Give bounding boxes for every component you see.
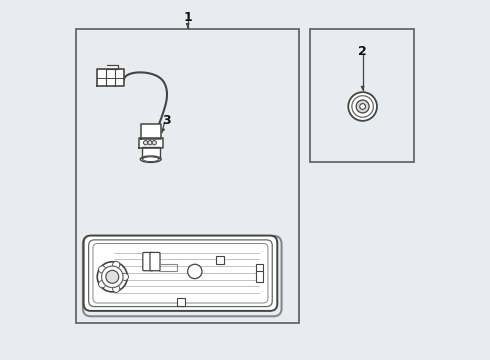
Circle shape [188, 264, 202, 279]
Ellipse shape [143, 157, 159, 162]
Bar [256, 271, 263, 282]
Polygon shape [97, 69, 124, 86]
Circle shape [348, 92, 377, 121]
Text: 1: 1 [183, 11, 192, 24]
Circle shape [98, 280, 106, 288]
FancyBboxPatch shape [83, 236, 282, 316]
Circle shape [360, 104, 366, 109]
Circle shape [122, 273, 128, 280]
Circle shape [101, 266, 123, 288]
Circle shape [356, 100, 369, 113]
Bar [216, 256, 224, 264]
Circle shape [352, 96, 373, 117]
Bar [76, 30, 299, 323]
Circle shape [152, 140, 156, 145]
Polygon shape [141, 125, 161, 139]
Circle shape [148, 140, 152, 145]
Circle shape [106, 270, 119, 283]
Text: 3: 3 [162, 114, 171, 127]
Polygon shape [107, 65, 118, 69]
Circle shape [97, 262, 127, 292]
Polygon shape [139, 138, 163, 148]
Text: 2: 2 [358, 45, 367, 58]
Bar [310, 30, 414, 162]
Circle shape [98, 266, 106, 273]
FancyBboxPatch shape [84, 235, 277, 311]
FancyBboxPatch shape [143, 252, 153, 271]
FancyBboxPatch shape [93, 243, 268, 303]
Circle shape [113, 285, 120, 292]
FancyBboxPatch shape [150, 252, 160, 271]
Ellipse shape [140, 156, 161, 162]
Bar [256, 264, 263, 275]
Bar [177, 298, 185, 306]
Circle shape [113, 261, 120, 269]
Polygon shape [142, 147, 160, 158]
Circle shape [144, 140, 148, 145]
FancyBboxPatch shape [89, 240, 272, 307]
